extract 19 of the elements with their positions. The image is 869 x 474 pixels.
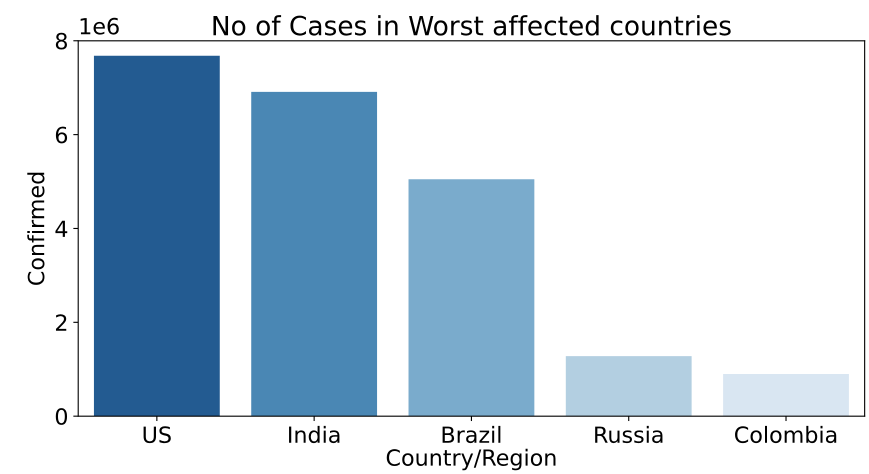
y-tick-label: 2 xyxy=(56,314,66,331)
y-tick-label: 4 xyxy=(55,220,68,237)
text: 1e6 xyxy=(80,18,119,35)
x-tick-label: Brazil xyxy=(442,426,500,444)
x-tick-label: Colombia xyxy=(735,426,836,444)
x-tick-label: India xyxy=(289,426,340,444)
y-tick-label: 8 xyxy=(56,32,67,50)
y-axis-title: Confirmed xyxy=(27,172,44,285)
x-tick-label: US xyxy=(144,426,171,444)
y-tick-label: 0 xyxy=(56,408,68,425)
x-tick-label: Russia xyxy=(595,426,662,444)
bar xyxy=(94,56,220,416)
bar xyxy=(251,92,378,416)
y-tick-label: 6 xyxy=(56,126,68,144)
bar xyxy=(723,374,849,416)
bar xyxy=(566,356,692,416)
bar xyxy=(408,179,534,416)
chart-title: No of Cases in Worst affected countries xyxy=(213,15,731,36)
x-axis-title: Country/Region xyxy=(386,448,556,470)
